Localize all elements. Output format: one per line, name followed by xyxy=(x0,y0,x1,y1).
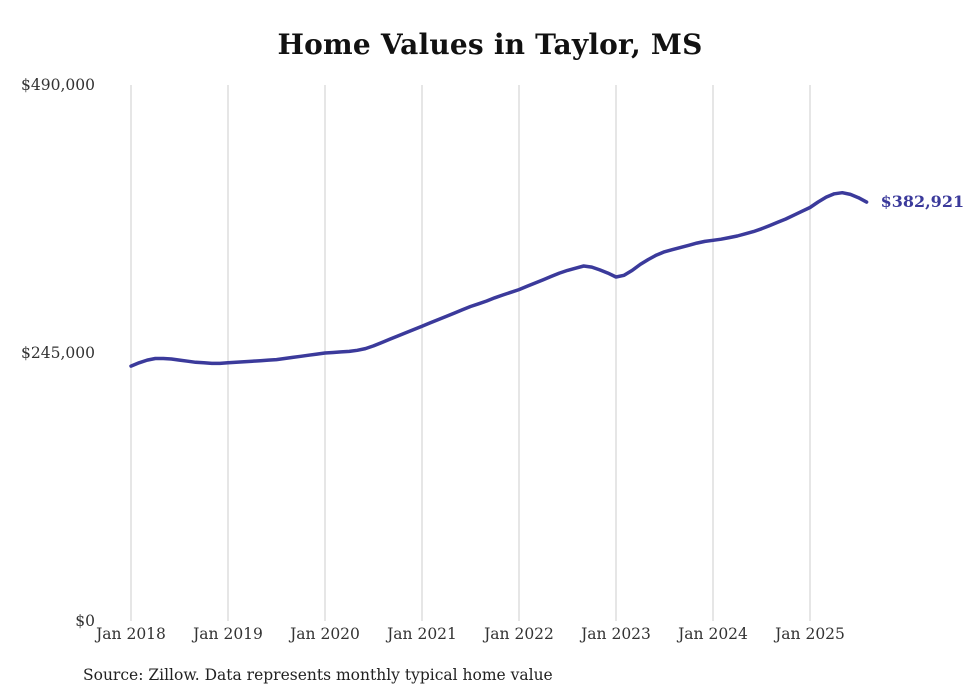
chart-title: Home Values in Taylor, MS xyxy=(277,28,703,61)
y-tick-label: $490,000 xyxy=(21,76,95,94)
source-note: Source: Zillow. Data represents monthly … xyxy=(83,666,553,684)
y-tick-label: $0 xyxy=(75,612,95,630)
x-tick-label: Jan 2020 xyxy=(290,625,360,643)
y-tick-label: $245,000 xyxy=(21,344,95,362)
x-tick-label: Jan 2025 xyxy=(775,625,845,643)
x-tick-label: Jan 2024 xyxy=(678,625,748,643)
x-tick-label: Jan 2021 xyxy=(387,625,457,643)
home-value-line xyxy=(129,190,869,368)
x-tick-label: Jan 2023 xyxy=(581,625,651,643)
x-tick-label: Jan 2019 xyxy=(193,625,263,643)
x-tick-label: Jan 2018 xyxy=(96,625,166,643)
x-tick-label: Jan 2022 xyxy=(484,625,554,643)
latest-value-label: $382,921 xyxy=(880,192,965,212)
